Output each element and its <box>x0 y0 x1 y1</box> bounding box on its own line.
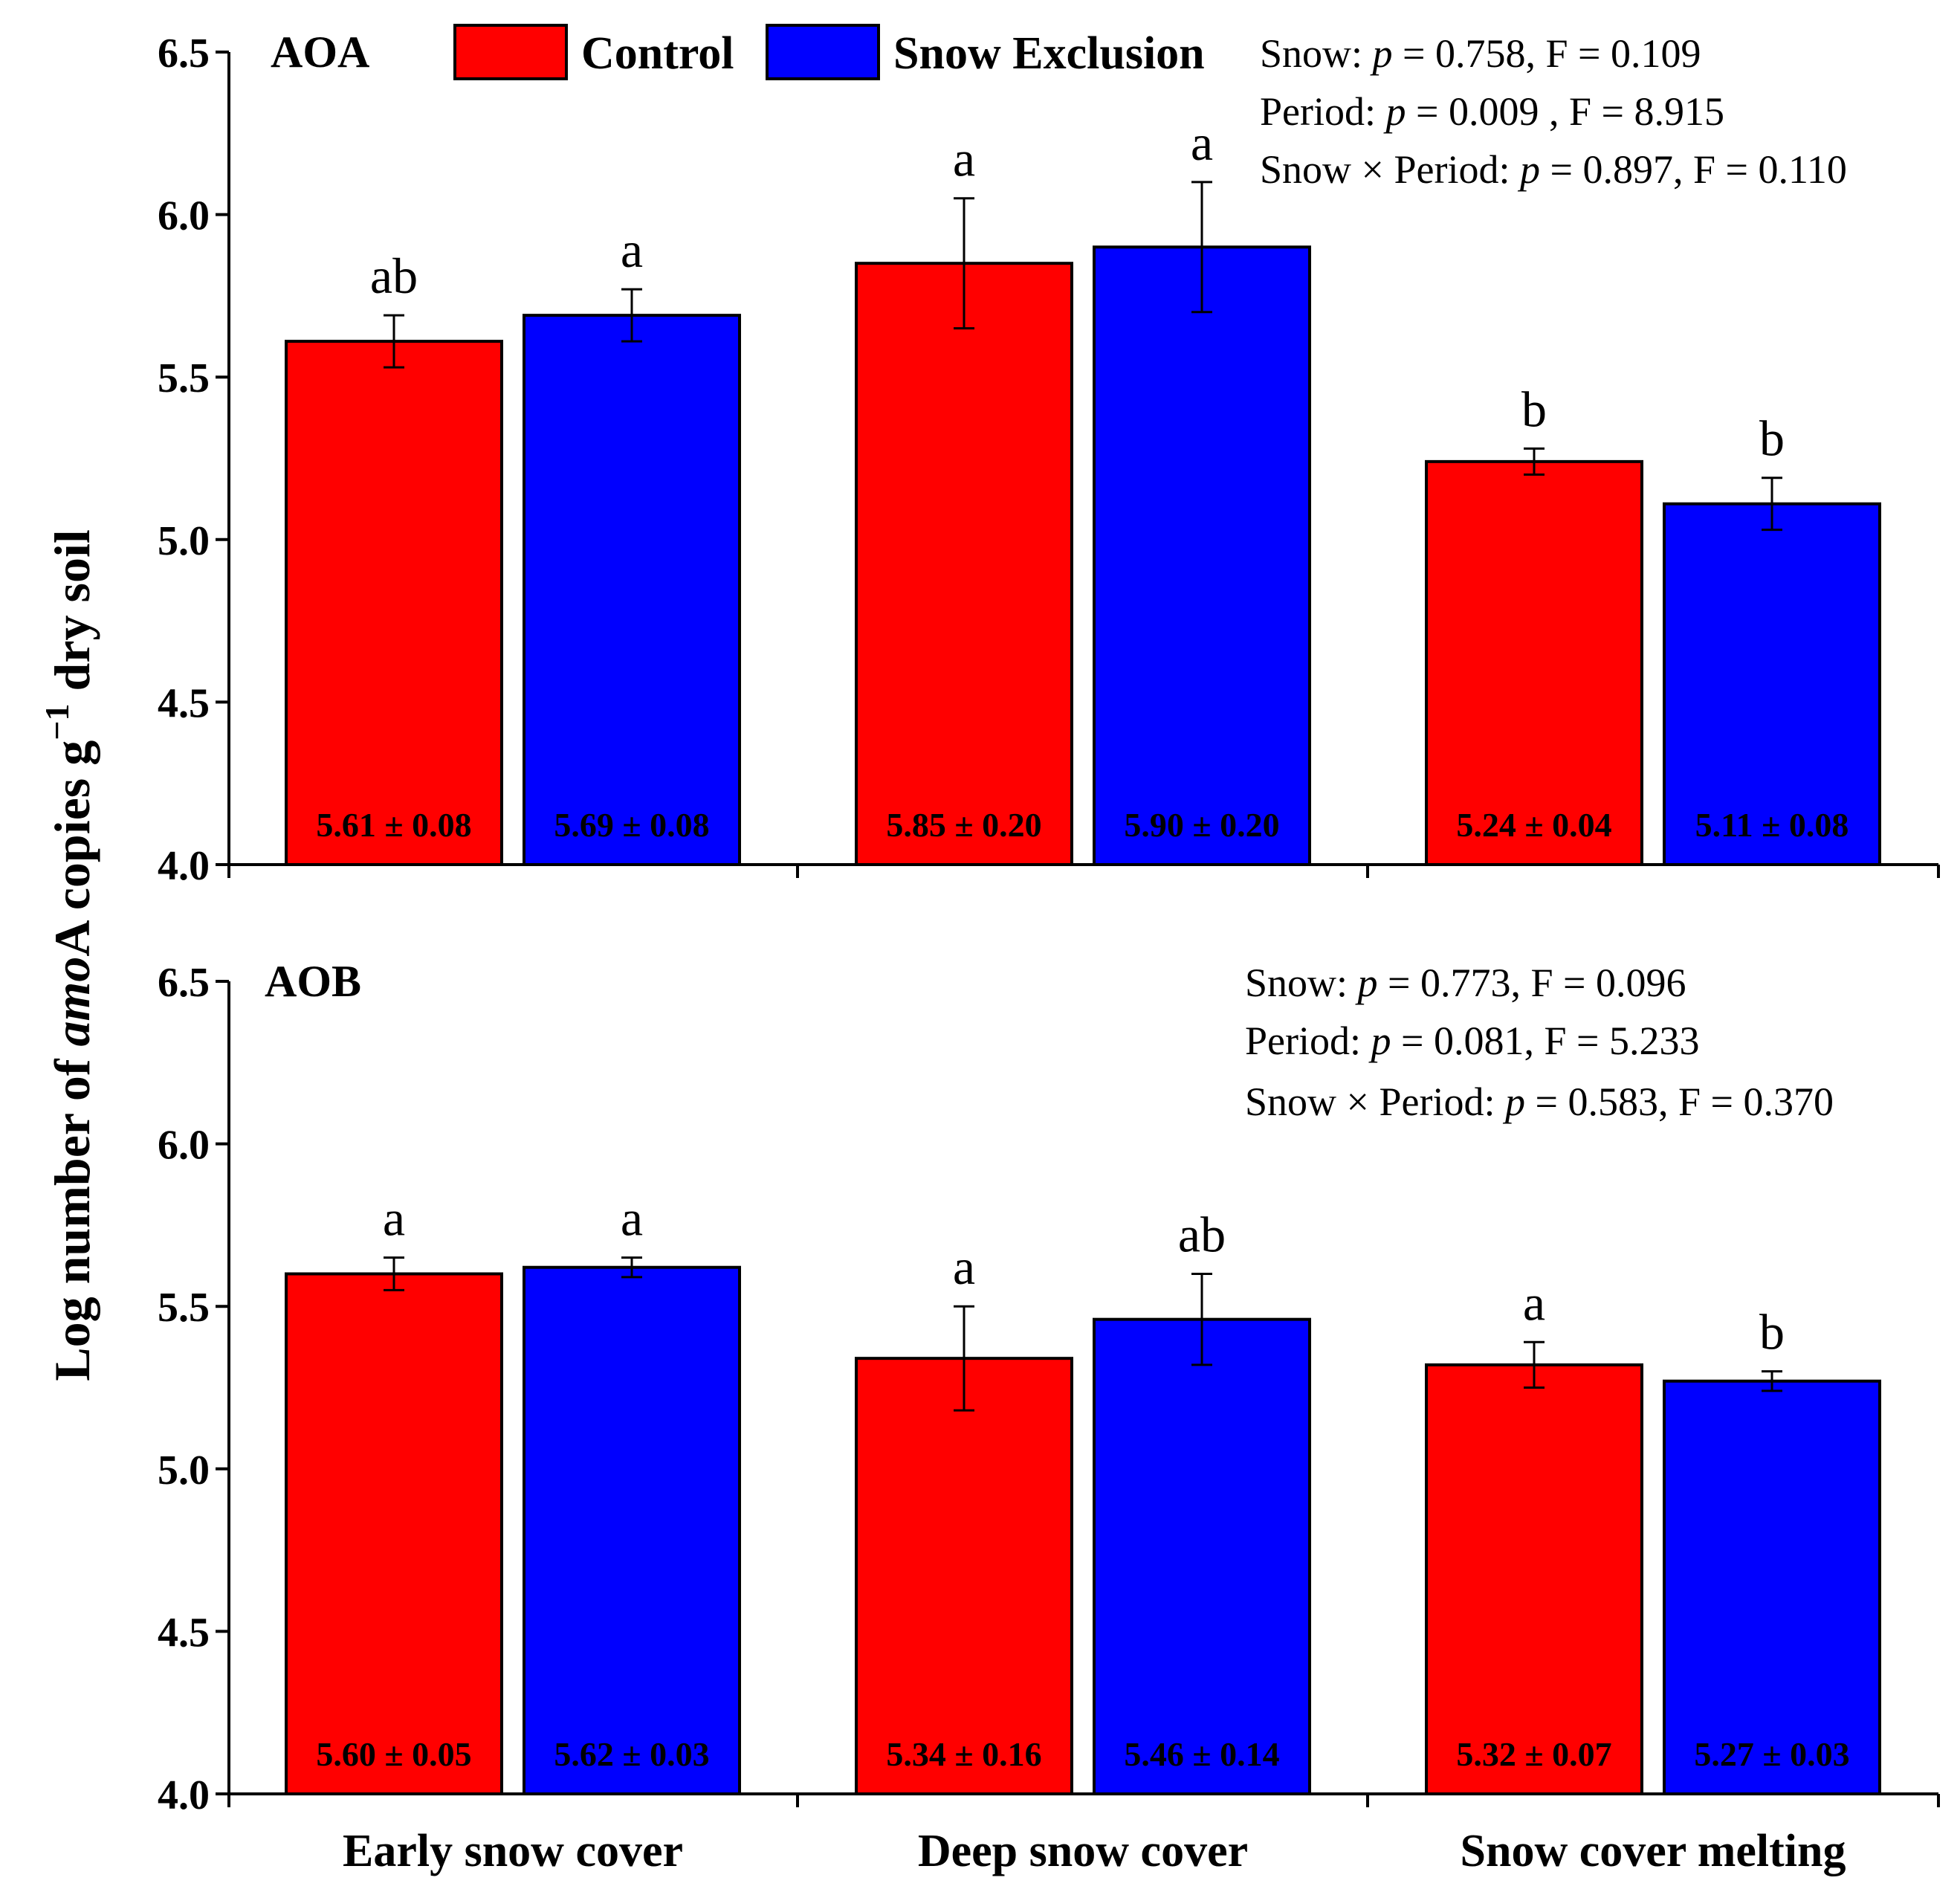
y-tick-label: 6.5 <box>158 960 210 1006</box>
significance-letter-early-snow-cover-control: a <box>383 1190 405 1247</box>
bar-deep-snow-cover-snow-exclusion <box>1093 1317 1311 1795</box>
value-label-deep-snow-cover-snow-exclusion: 5.90 ± 0.20 <box>1124 806 1279 844</box>
stat-text: Snow: <box>1245 961 1358 1005</box>
y-tick-label: 5.5 <box>158 355 210 401</box>
bar-deep-snow-cover-control <box>855 1357 1073 1795</box>
value-label-early-snow-cover-control: 5.60 ± 0.05 <box>316 1735 471 1773</box>
stat-text: F = 0.110 <box>1693 147 1847 192</box>
x-axis-labels: Early snow cover Deep snow cover Snow co… <box>343 1826 1846 1876</box>
stat-p-symbol: p <box>1355 961 1378 1005</box>
significance-letter-deep-snow-cover-control: a <box>953 1239 975 1295</box>
bar-early-snow-cover-control <box>285 1272 503 1795</box>
value-label-deep-snow-cover-control: 5.34 ± 0.16 <box>886 1735 1041 1773</box>
value-label-deep-snow-cover-control: 5.85 ± 0.20 <box>886 806 1041 844</box>
panel-aob: 4.0 4.5 5.0 5.5 6.0 6.5 AOB a 5.60 ± 0.05 a 5.62 ±… <box>158 957 1940 1818</box>
x-label-deep-snow-cover: Deep snow cover <box>918 1826 1248 1876</box>
value-label-snow-cover-melting-control: 5.32 ± 0.07 <box>1456 1735 1611 1773</box>
y-tick-label: 6.0 <box>158 193 210 239</box>
stat-line: Snow: p = 0.773, F = 0.096 <box>1245 961 1686 1005</box>
y-tick-label: 5.0 <box>158 518 210 564</box>
stat-text: F = 0.109 <box>1546 31 1701 76</box>
significance-letter-deep-snow-cover-snow-exclusion: ab <box>1178 1206 1226 1262</box>
stat-text: Snow × Period: <box>1245 1079 1505 1124</box>
stat-line: Snow × Period: p = 0.897, F = 0.110 <box>1260 147 1847 192</box>
stat-line: Snow × Period: p = 0.583, F = 0.370 <box>1245 1079 1834 1124</box>
y-tick-label: 6.5 <box>158 30 210 77</box>
stat-text: Snow: <box>1260 31 1373 76</box>
y-tick-label: 4.0 <box>158 843 210 889</box>
significance-letter-snow-cover-melting-control: a <box>1523 1274 1545 1331</box>
value-label-early-snow-cover-snow-exclusion: 5.69 ± 0.08 <box>554 806 709 844</box>
bar-early-snow-cover-control <box>285 340 503 867</box>
y-axis-title-superscript: −1 <box>38 703 76 740</box>
stat-text: Period: <box>1260 89 1386 134</box>
bar-deep-snow-cover-snow-exclusion <box>1093 245 1311 866</box>
stat-text: Snow × Period: <box>1260 147 1520 192</box>
significance-letter-snow-cover-melting-snow-exclusion: b <box>1759 1304 1785 1360</box>
y-axis-title: Log number of amoA copies g−1 dry soil <box>38 529 100 1381</box>
legend-swatch-snow-exclusion <box>766 24 880 80</box>
significance-letter-deep-snow-cover-snow-exclusion: a <box>1191 114 1213 171</box>
bar-snow-cover-melting-control <box>1425 459 1643 866</box>
value-label-early-snow-cover-snow-exclusion: 5.62 ± 0.03 <box>554 1735 709 1773</box>
y-axis-title-suffix: dry soil <box>44 529 100 703</box>
stat-p-symbol: p <box>1502 1079 1525 1124</box>
significance-letter-deep-snow-cover-control: a <box>953 131 975 187</box>
significance-letter-early-snow-cover-snow-exclusion: a <box>621 222 643 278</box>
stat-p-symbol: p <box>1383 89 1406 134</box>
y-tick-label: 4.5 <box>158 680 210 726</box>
x-label-snow-cover-melting: Snow cover melting <box>1461 1826 1846 1876</box>
stat-text: = 0.758, <box>1393 31 1546 76</box>
stat-line: Period: p = 0.081, F = 5.233 <box>1245 1018 1699 1063</box>
x-label-early-snow-cover: Early snow cover <box>343 1826 683 1876</box>
bar-snow-cover-melting-control <box>1425 1363 1643 1795</box>
legend: Control Snow Exclusion <box>453 24 1205 80</box>
stat-text: = 0.773, <box>1378 961 1531 1005</box>
stat-text: F = 0.370 <box>1678 1079 1834 1124</box>
stat-text: = 0.897, <box>1540 147 1693 192</box>
bar-deep-snow-cover-control <box>855 262 1073 866</box>
panel-label: AOB <box>265 957 361 1006</box>
y-axis-title-gene: amo <box>44 957 100 1047</box>
value-label-snow-cover-melting-snow-exclusion: 5.11 ± 0.08 <box>1695 806 1849 844</box>
stat-text: = 0.081, <box>1391 1018 1545 1063</box>
value-label-deep-snow-cover-snow-exclusion: 5.46 ± 0.14 <box>1124 1735 1279 1773</box>
bar-early-snow-cover-snow-exclusion <box>523 314 741 866</box>
legend-label-snow-exclusion: Snow Exclusion <box>893 28 1205 79</box>
value-label-snow-cover-melting-control: 5.24 ± 0.04 <box>1456 806 1611 844</box>
stat-line: Snow: p = 0.758, F = 0.109 <box>1260 31 1701 76</box>
y-tick-label: 4.0 <box>158 1772 210 1818</box>
stat-line: Period: p = 0.009 , F = 8.915 <box>1260 89 1724 134</box>
stat-p-symbol: p <box>1517 147 1540 192</box>
significance-letter-early-snow-cover-snow-exclusion: a <box>621 1190 643 1247</box>
stat-p-symbol: p <box>1370 31 1393 76</box>
y-axis-title-gene-suffix: A <box>44 920 100 957</box>
stat-text: F = 5.233 <box>1544 1018 1699 1063</box>
significance-letter-snow-cover-melting-snow-exclusion: b <box>1759 410 1785 467</box>
stat-text: = 0.009 , <box>1406 89 1569 134</box>
significance-letter-early-snow-cover-control: ab <box>370 248 418 304</box>
bar-early-snow-cover-snow-exclusion <box>523 1265 741 1795</box>
panel-label: AOA <box>271 28 369 77</box>
significance-letter-snow-cover-melting-control: b <box>1521 381 1547 437</box>
stat-text: Period: <box>1245 1018 1371 1063</box>
stat-p-symbol: p <box>1368 1018 1391 1063</box>
stat-text: = 0.583, <box>1525 1079 1678 1124</box>
y-tick-label: 4.5 <box>158 1610 210 1656</box>
y-axis-title-prefix: Log number of <box>44 1047 100 1381</box>
bar-snow-cover-melting-snow-exclusion <box>1663 502 1881 866</box>
y-tick-label: 6.0 <box>158 1123 210 1169</box>
bar-snow-cover-melting-snow-exclusion <box>1663 1379 1881 1795</box>
y-tick-label: 5.5 <box>158 1285 210 1331</box>
y-axis-title-middle: copies g <box>44 740 100 923</box>
stat-text: F = 8.915 <box>1569 89 1724 134</box>
y-tick-label: 5.0 <box>158 1447 210 1494</box>
legend-label-control: Control <box>581 28 734 79</box>
value-label-snow-cover-melting-snow-exclusion: 5.27 ± 0.03 <box>1694 1735 1849 1773</box>
legend-swatch-control <box>453 24 568 80</box>
value-label-early-snow-cover-control: 5.61 ± 0.08 <box>316 806 471 844</box>
stat-text: F = 0.096 <box>1531 961 1686 1005</box>
